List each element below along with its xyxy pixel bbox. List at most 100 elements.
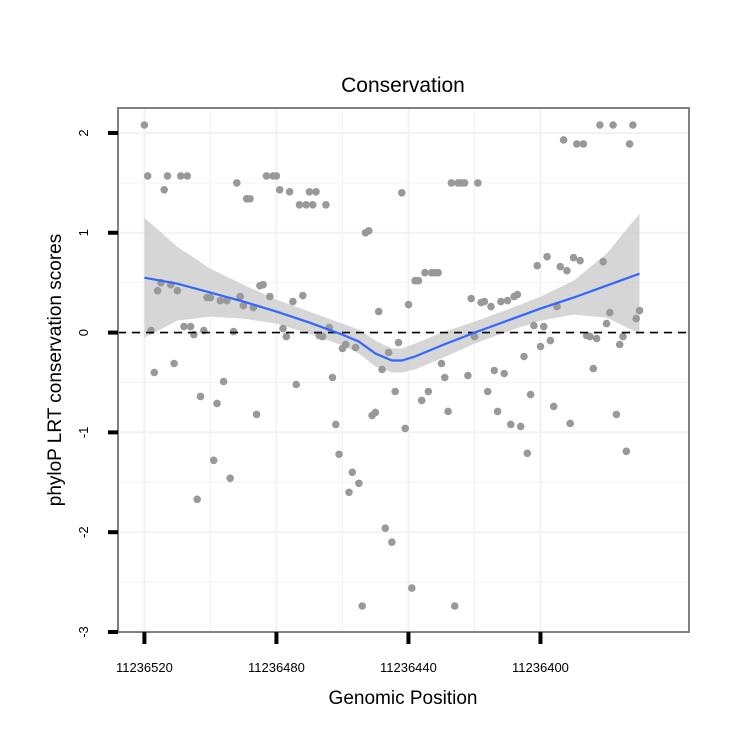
data-point — [378, 365, 386, 374]
data-point — [358, 602, 367, 610]
data-point — [579, 140, 588, 148]
data-point — [394, 338, 403, 347]
data-point — [272, 172, 281, 180]
data-point — [576, 256, 584, 265]
data-point — [543, 252, 551, 261]
data-point — [470, 332, 479, 341]
data-point — [299, 291, 307, 300]
data-point — [615, 340, 624, 349]
data-point — [602, 319, 611, 328]
data-point — [206, 293, 215, 302]
data-point — [513, 290, 522, 299]
data-point — [530, 321, 538, 330]
data-point — [209, 456, 218, 465]
data-point — [259, 280, 268, 289]
data-point — [196, 392, 205, 401]
data-point — [292, 380, 301, 389]
chart-title: Conservation — [341, 74, 465, 97]
data-point — [520, 352, 528, 361]
y-tick-label: 1 — [76, 229, 91, 236]
x-tick-label: 11236520 — [116, 660, 173, 675]
data-point — [612, 410, 621, 419]
data-point — [153, 286, 162, 295]
data-point — [289, 297, 297, 306]
data-point — [586, 332, 594, 341]
data-point — [609, 121, 617, 129]
data-point — [341, 340, 350, 349]
data-point — [233, 179, 241, 187]
data-point — [635, 306, 644, 315]
confidence-ribbon — [144, 213, 640, 373]
data-point — [464, 371, 472, 380]
data-point — [441, 373, 449, 382]
data-point — [328, 373, 337, 382]
data-point — [417, 396, 426, 405]
data-point — [143, 172, 152, 180]
data-point — [632, 314, 640, 323]
panel-border — [117, 107, 690, 633]
data-point — [371, 408, 380, 417]
data-point — [183, 172, 192, 180]
data-point — [388, 538, 396, 546]
data-point — [332, 420, 340, 429]
data-point — [285, 188, 294, 196]
data-point — [540, 322, 548, 331]
data-point — [160, 186, 168, 194]
data-point — [246, 195, 254, 203]
data-point — [355, 479, 363, 488]
data-point — [526, 390, 535, 399]
data-point — [173, 286, 182, 295]
data-point — [549, 402, 558, 411]
data-point — [266, 292, 274, 301]
data-point — [381, 524, 390, 532]
data-point — [163, 172, 172, 180]
data-point — [404, 300, 413, 309]
data-point — [490, 366, 499, 375]
smooth-trend-line — [144, 272, 640, 362]
data-point — [450, 602, 459, 610]
data-point — [312, 188, 320, 196]
data-point — [229, 327, 238, 336]
x-tick-label: 11236400 — [512, 660, 569, 675]
data-point — [434, 268, 443, 277]
data-point — [408, 584, 416, 592]
y-tick-label: -3 — [76, 626, 91, 638]
data-point — [569, 253, 578, 262]
data-point — [483, 387, 492, 396]
data-point — [391, 387, 400, 396]
data-point — [592, 334, 601, 343]
data-point — [500, 369, 509, 378]
data-point — [599, 257, 607, 266]
data-point — [180, 322, 188, 331]
data-point — [421, 268, 429, 277]
data-point — [236, 292, 244, 301]
y-tick-label: -2 — [76, 526, 91, 538]
data-point — [216, 296, 225, 305]
x-axis: 11236520 11236480 11236440 11236400 — [116, 632, 569, 675]
data-point — [536, 342, 545, 351]
data-point — [467, 294, 476, 303]
y-tick-label: -1 — [76, 427, 91, 439]
data-point — [318, 332, 327, 341]
data-point — [533, 261, 541, 270]
data-point — [335, 450, 343, 459]
data-point — [345, 488, 353, 497]
data-point — [398, 189, 406, 197]
data-point — [252, 410, 261, 419]
data-point — [523, 449, 532, 458]
x-axis-title: Genomic Position — [329, 688, 478, 709]
x-tick-label: 11236480 — [248, 660, 305, 675]
data-point — [176, 172, 185, 180]
data-point — [606, 308, 614, 317]
data-point — [497, 297, 505, 306]
data-point — [302, 201, 310, 209]
data-point — [493, 407, 502, 416]
data-point — [275, 186, 284, 194]
data-point — [563, 266, 571, 275]
data-point — [219, 377, 228, 386]
data-point — [351, 343, 360, 352]
data-point — [308, 201, 317, 209]
data-point — [279, 324, 287, 333]
data-point — [374, 307, 383, 316]
